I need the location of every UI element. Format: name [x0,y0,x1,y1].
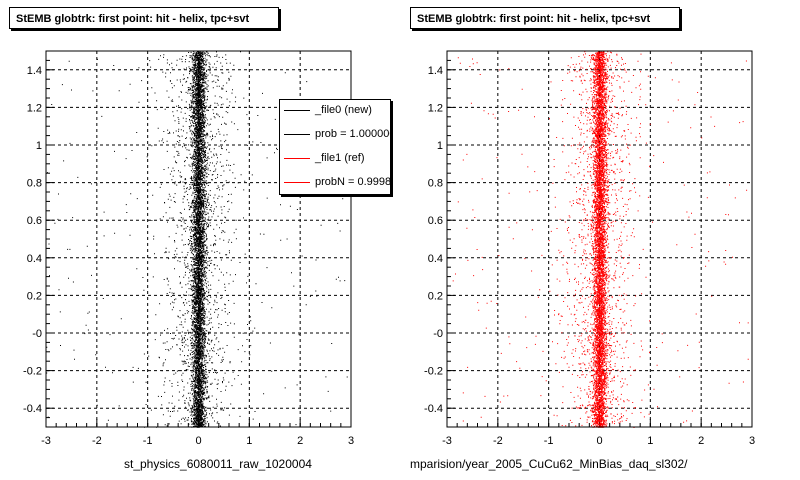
legend-entry-prob: prob = 1.000000 [284,124,391,144]
x-tick-label: -3 [442,435,452,447]
left-x-axis-label: st_physics_6080011_raw_1020004 [124,457,312,471]
x-tick-label: -1 [544,435,554,447]
y-tick-label: 0.4 [27,253,42,265]
y-tick-label: 1 [437,140,443,152]
legend-line-file1 [284,157,310,159]
y-tick-label: 1.4 [428,65,443,77]
legend-line-probn [284,181,310,183]
x-tick-label: -2 [92,435,102,447]
x-tick-label: 2 [698,435,704,447]
right-plot-title: StEMB globtrk: first point: hit - helix,… [410,7,680,29]
y-tick-label: 0.4 [428,253,443,265]
y-tick-label: 0.6 [27,215,42,227]
x-tick-label: 0 [596,435,602,447]
scatter-points [452,51,749,428]
y-tick-label: 1 [36,140,42,152]
y-tick-label: 0.8 [27,178,42,190]
x-tick-label: 1 [647,435,653,447]
plot-border [45,50,352,428]
y-tick-label: 0.6 [428,215,443,227]
y-tick-label: 1.4 [27,65,42,77]
legend-entry-probn: probN = 0.999823 [284,172,391,192]
y-tick-label: -0.4 [424,403,443,415]
x-tick-label: 0 [195,435,201,447]
x-tick-label: -3 [41,435,51,447]
plot-border [446,50,753,428]
y-tick-label: -0 [32,328,42,340]
legend-label-prob: prob = 1.000000 [315,128,391,140]
left-plot-title: StEMB globtrk: first point: hit - helix,… [9,7,279,29]
x-tick-label: 2 [297,435,303,447]
legend-entry-file0: _file0 (new) [284,100,390,120]
y-tick-label: 0.2 [27,290,42,302]
y-tick-label: -0.2 [23,366,42,378]
legend-label-probn: probN = 0.999823 [315,176,391,188]
scatter-point-cloud [452,51,749,428]
x-tick-label: 1 [246,435,252,447]
x-tick-label: 3 [348,435,354,447]
y-tick-label: -0.4 [23,403,42,415]
scatter-point-cloud [46,51,351,428]
y-tick-label: 0.2 [428,290,443,302]
right-x-axis-label: mparision/year_2005_CuCu62_MinBias_daq_s… [410,457,688,471]
x-tick-label: 3 [749,435,755,447]
legend-box: _file0 (new) prob = 1.000000 _file1 (ref… [279,99,391,195]
right-scatter-plot: -3 -2 -1 0 1 2 3 -0.4 -0.2 -0 0.2 0.4 0.6 0.8 1 1.2 1.4 [424,50,755,447]
y-tick-label: -0 [433,328,443,340]
y-tick-label: -0.2 [424,366,443,378]
legend-entry-file1: _file1 (ref) [284,148,390,168]
y-tick-label: 1.2 [428,102,443,114]
y-tick-label: 0.8 [428,178,443,190]
scatter-points [46,51,351,428]
legend-label-file0: _file0 (new) [315,104,372,116]
legend-line-file0 [284,109,310,111]
x-tick-label: -2 [493,435,503,447]
legend-label-file1: _file1 (ref) [315,152,365,164]
x-tick-label: -1 [143,435,153,447]
y-tick-label: 1.2 [27,102,42,114]
legend-line-prob [284,133,310,135]
